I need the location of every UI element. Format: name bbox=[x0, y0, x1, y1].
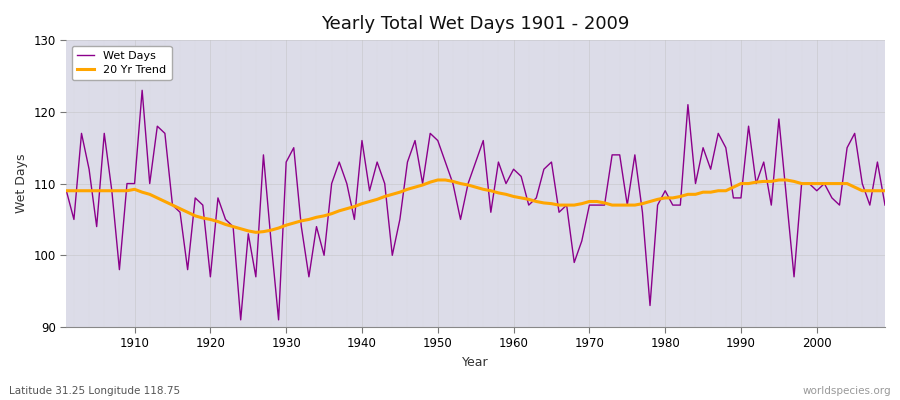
20 Yr Trend bbox=[61, 188, 72, 193]
20 Yr Trend bbox=[296, 218, 307, 223]
Wet Days bbox=[516, 174, 526, 179]
Wet Days bbox=[303, 274, 314, 279]
Wet Days bbox=[879, 203, 890, 208]
Line: 20 Yr Trend: 20 Yr Trend bbox=[67, 180, 885, 232]
Legend: Wet Days, 20 Yr Trend: Wet Days, 20 Yr Trend bbox=[72, 46, 172, 80]
Wet Days bbox=[137, 88, 148, 93]
Wet Days bbox=[122, 181, 132, 186]
20 Yr Trend bbox=[122, 188, 132, 193]
Wet Days bbox=[235, 318, 246, 322]
20 Yr Trend bbox=[516, 196, 526, 200]
Wet Days bbox=[61, 188, 72, 193]
20 Yr Trend bbox=[341, 206, 352, 211]
X-axis label: Year: Year bbox=[463, 356, 489, 369]
Line: Wet Days: Wet Days bbox=[67, 90, 885, 320]
20 Yr Trend bbox=[523, 197, 534, 202]
20 Yr Trend bbox=[615, 203, 626, 208]
Text: worldspecies.org: worldspecies.org bbox=[803, 386, 891, 396]
Wet Days bbox=[615, 152, 626, 157]
20 Yr Trend bbox=[879, 188, 890, 193]
Text: Latitude 31.25 Longitude 118.75: Latitude 31.25 Longitude 118.75 bbox=[9, 386, 180, 396]
Wet Days bbox=[523, 203, 534, 208]
Y-axis label: Wet Days: Wet Days bbox=[15, 154, 28, 213]
Title: Yearly Total Wet Days 1901 - 2009: Yearly Total Wet Days 1901 - 2009 bbox=[321, 15, 630, 33]
20 Yr Trend bbox=[432, 178, 443, 182]
20 Yr Trend bbox=[250, 230, 261, 235]
Wet Days bbox=[349, 217, 360, 222]
